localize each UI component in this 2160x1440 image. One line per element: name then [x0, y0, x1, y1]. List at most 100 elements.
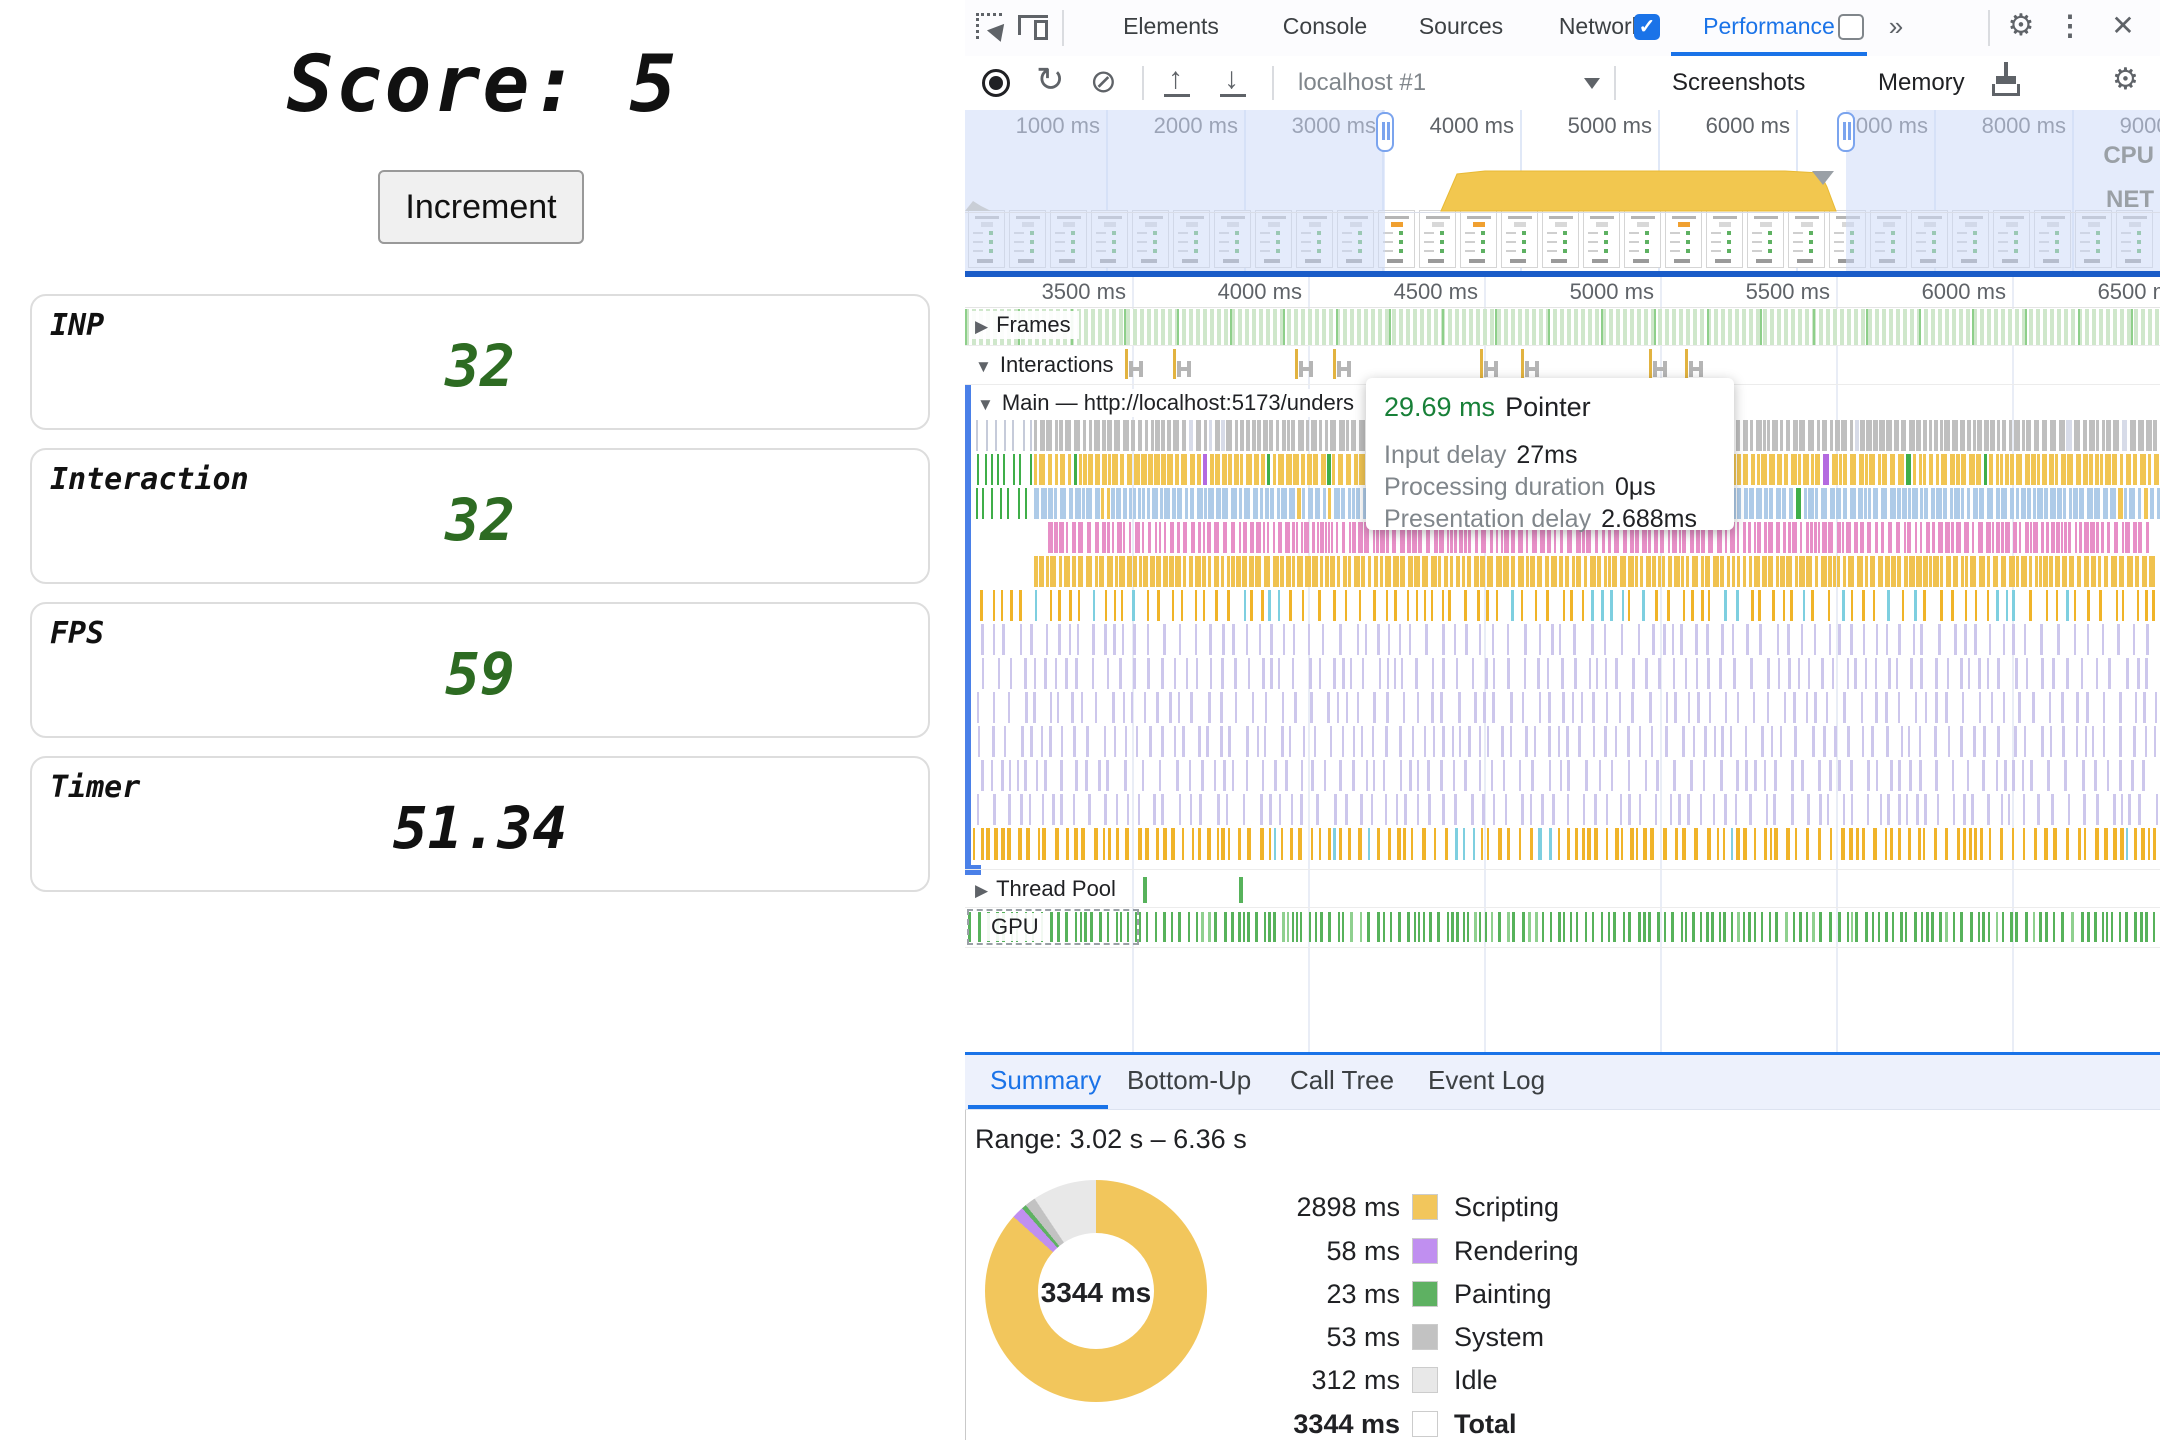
tab-elements[interactable]: Elements	[1123, 13, 1219, 39]
screenshots-checkbox[interactable]: ✓	[1634, 14, 1660, 40]
close-devtools-icon[interactable]: ✕	[2111, 10, 2135, 41]
flame-bar	[1754, 556, 1760, 587]
main-track-header[interactable]: ▼ Main — http://localhost:5173/unders	[973, 389, 1363, 417]
flame-bar	[1432, 658, 1434, 689]
flame-bar	[2014, 726, 2017, 757]
flame-bar	[2153, 420, 2157, 451]
flame-bar	[1174, 726, 1176, 757]
capture-settings-gear-icon[interactable]: ⚙	[2112, 63, 2139, 96]
flame-bar	[1133, 556, 1137, 587]
download-profile-icon[interactable]: ↓	[1224, 62, 1239, 95]
flame-bar	[1785, 912, 1788, 942]
flame-bar	[1732, 454, 1736, 485]
tab-bottom-up[interactable]: Bottom-Up	[1127, 1065, 1252, 1095]
screenshots-checkbox-label[interactable]: Screenshots	[1672, 69, 1806, 96]
flame-bar	[1125, 726, 1127, 757]
flame-bar	[1935, 692, 1938, 723]
flame-bar	[1953, 912, 1955, 942]
frames-track-header[interactable]: ▶ Frames	[971, 311, 1079, 339]
flame-bar	[1214, 912, 1217, 942]
flame-bar	[1496, 522, 1498, 553]
more-tabs-icon[interactable]: »	[1888, 11, 1904, 41]
flame-bar	[2138, 488, 2141, 519]
thumb-line	[1752, 250, 1762, 252]
tab-performance[interactable]: Performance	[1703, 13, 1835, 39]
flame-bar	[1228, 726, 1231, 757]
flame-bar	[1181, 454, 1187, 485]
chevron-down-icon[interactable]	[1584, 78, 1600, 89]
flame-bar	[1302, 488, 1305, 519]
flame-bar	[2071, 912, 2074, 942]
flame-bar	[1261, 454, 1265, 485]
flame-bar	[1113, 624, 1116, 655]
memory-checkbox[interactable]	[1838, 14, 1864, 40]
flame-bar	[1210, 658, 1212, 689]
flame-bar	[2040, 624, 2043, 655]
flame-bar	[1682, 828, 1686, 860]
flame-bar	[1104, 794, 1107, 825]
selection-handle-left[interactable]	[1375, 112, 1394, 152]
flame-bar	[2024, 624, 2026, 655]
flame-bar	[1821, 488, 1827, 519]
flame-bar	[1191, 522, 1195, 553]
flame-bar	[1377, 624, 1380, 655]
flame-bar	[1189, 556, 1193, 587]
flame-bar	[1878, 454, 1881, 485]
tab-call-tree[interactable]: Call Tree	[1290, 1065, 1395, 1095]
selection-handle-right[interactable]	[1836, 112, 1855, 152]
settings-gear-icon[interactable]: ⚙	[2007, 9, 2035, 42]
upload-profile-icon[interactable]: ↑	[1168, 62, 1183, 95]
tab-network[interactable]: Network	[1558, 13, 1644, 39]
flame-bar	[1456, 912, 1459, 942]
flame-bar	[1830, 488, 1835, 519]
flame-bar	[1129, 488, 1132, 519]
flame-bar	[1072, 556, 1076, 587]
flame-bar	[1862, 828, 1865, 860]
flame-bar	[1919, 454, 1922, 485]
flame-bar	[1042, 794, 1044, 825]
flame-bar	[1971, 794, 1974, 825]
tab-event-log[interactable]: Event Log	[1428, 1065, 1546, 1095]
flame-bar	[1316, 794, 1319, 825]
kebab-menu-icon[interactable]: ⋮	[2056, 10, 2084, 41]
thread-pool-track-header[interactable]: ▶ Thread Pool	[971, 875, 1124, 903]
gpu-track-header[interactable]: GPU	[987, 913, 1047, 941]
tooltip-title: Pointer	[1505, 392, 1591, 422]
flame-bar	[1854, 658, 1857, 689]
increment-button[interactable]: Increment	[378, 170, 584, 244]
flame-bar	[1172, 488, 1176, 519]
flame-bar	[1188, 912, 1190, 942]
flame-bar	[1847, 726, 1850, 757]
flame-bar	[1135, 522, 1140, 553]
tab-sources[interactable]: Sources	[1418, 13, 1504, 39]
flame-bar	[1490, 522, 1493, 553]
tab-console[interactable]: Console	[1282, 13, 1368, 39]
tab-summary[interactable]: Summary	[990, 1065, 1102, 1095]
record-icon[interactable]	[982, 69, 1010, 97]
flame-bar	[1286, 556, 1291, 587]
gc-brush-icon[interactable]	[1996, 76, 2016, 84]
device-toolbar-icon[interactable]	[1018, 15, 1048, 35]
flame-bar	[1103, 828, 1105, 860]
flame-bar	[1161, 420, 1165, 451]
selected-track-bar	[965, 385, 971, 872]
flame-bar	[1837, 556, 1840, 587]
inspect-icon[interactable]	[976, 13, 1002, 39]
flame-bar	[1880, 794, 1882, 825]
reload-record-icon[interactable]: ↻	[1036, 61, 1065, 99]
flame-bar	[1170, 522, 1174, 553]
flame-bar	[2076, 454, 2081, 485]
clear-icon[interactable]: ⊘	[1090, 63, 1117, 99]
flame-bar	[1320, 556, 1323, 587]
flame-bar	[1328, 828, 1331, 860]
flame-bar	[1967, 420, 1971, 451]
flame-bar	[1133, 488, 1136, 519]
handle-grip	[1386, 122, 1390, 140]
flame-bar	[1442, 794, 1445, 825]
memory-checkbox-label[interactable]: Memory	[1878, 69, 1965, 96]
interactions-track-header[interactable]: ▼ Interactions	[971, 351, 1122, 379]
flame-bar	[1114, 726, 1116, 757]
capture-target-select[interactable]: localhost #1	[1298, 69, 1427, 96]
selected-track-nub	[965, 865, 981, 875]
